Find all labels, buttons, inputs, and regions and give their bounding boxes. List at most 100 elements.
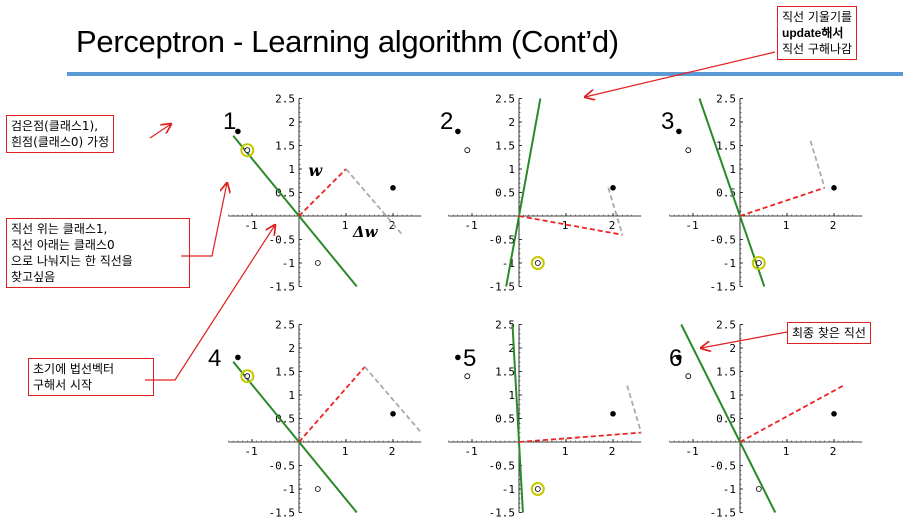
y-tick-label: -1: [723, 257, 736, 270]
weight-vector: [298, 366, 366, 443]
plot-svg: 2.521.510.5-0.5-1-1.5-1 1 2: [669, 93, 863, 294]
y-tick-label: -0.5: [489, 234, 516, 247]
weight-vector: [739, 186, 825, 217]
delta-w-label: Δw: [352, 223, 379, 241]
class1-point: [610, 411, 616, 417]
class0-point: [534, 486, 541, 492]
class1-point: [831, 185, 837, 191]
x-tick-label: 2: [830, 219, 837, 232]
class0-point: [755, 486, 762, 492]
y-tick-label: 2.5: [716, 319, 736, 332]
plot-panel-4: 4 2.5 2 1.5 1 0.5 -0.5 -1 -1.5 -1 1 2: [208, 316, 425, 526]
y-tick-label: 1.5: [495, 140, 515, 153]
y-tick-label: -1.5: [489, 507, 516, 520]
x-tick-label: -1: [244, 219, 257, 232]
y-tick-label: 2.5: [275, 93, 295, 106]
plot-svg: 2.521.510.5-0.5-1-1.5-1 1 2: [448, 93, 642, 294]
y-tick-label: -1.5: [269, 507, 296, 520]
y-tick-label: 1.5: [495, 366, 515, 379]
x-tick-label: 2: [609, 219, 616, 232]
x-tick-label: 1: [783, 445, 790, 458]
note-line: 최종 찾은 직선: [792, 326, 866, 340]
note-line: 직선 아래는 클래스0: [11, 238, 115, 252]
class1-point: [390, 411, 396, 417]
panel-number: 3: [661, 108, 675, 135]
decision-line: [680, 324, 777, 513]
plot-panel-1: 1 2.5 2 1.5 1 0.5 -0.5 -1 -1.5 -1 1 2 w Δw: [215, 90, 425, 300]
class1-point: [676, 354, 682, 361]
x-tick-label: -1: [685, 219, 698, 232]
class1-point: [455, 354, 461, 361]
note-line: 직선 기울기를: [782, 10, 853, 24]
y-tick-label: 1: [729, 389, 736, 402]
note-line: 찾고싶음: [11, 270, 56, 284]
panel-number: 6: [669, 345, 683, 372]
decision-line: [698, 98, 766, 287]
title-divider: [67, 72, 903, 76]
y-tick-label: 0.5: [275, 187, 295, 200]
y-tick-label: 2: [508, 116, 515, 129]
y-tick-label: -0.5: [269, 234, 296, 247]
y-tick-label: 0.5: [275, 413, 295, 426]
y-tick-label: -1: [282, 483, 295, 496]
class1-point: [390, 185, 396, 191]
note-line: 검은점(클래스1),: [11, 119, 99, 133]
decision-line: [232, 135, 358, 288]
y-tick-label: -0.5: [269, 460, 296, 473]
misclassified-highlight: [751, 256, 766, 270]
y-tick-label: 2.5: [275, 319, 295, 332]
y-tick-label: 2.5: [716, 93, 736, 106]
y-tick-label: 2: [288, 116, 295, 129]
note-update-slope: 직선 기울기를 update해서 직선 구해나감: [777, 6, 858, 60]
y-tick-label: 0.5: [495, 413, 515, 426]
delta-vector: [345, 168, 404, 236]
x-tick-label: -1: [464, 445, 477, 458]
plot-panel-6: 6 2.5 2 1.5 1 0.5 -0.5 -1 -1.5 -1 1 2: [656, 316, 866, 526]
note-line: 직선 구해나감: [782, 42, 853, 56]
y-tick-label: 1: [508, 163, 515, 176]
plot-panel-2: 2 2.5 2 1.5 1 0.5 -0.5 -1 -1.5 -1 1 2: [435, 90, 645, 300]
arrow-to-normal-vector: [145, 225, 275, 381]
plot-svg: 2.521.510.5-0.5-1-1.5-1 1 2: [448, 319, 643, 520]
y-tick-label: 1: [508, 389, 515, 402]
class0-point: [685, 147, 692, 154]
arrow-to-update-line: [585, 51, 776, 97]
decision-line: [232, 361, 358, 514]
class0-point: [314, 486, 321, 492]
y-tick-label: 1: [729, 163, 736, 176]
note-final-line: 최종 찾은 직선: [787, 322, 871, 344]
y-tick-label: 1.5: [275, 140, 295, 153]
note-initial-normal: 초기에 법선벡터 구해서 시작: [28, 358, 154, 396]
y-tick-label: 2.5: [495, 319, 515, 332]
x-tick-label: -1: [464, 219, 477, 232]
arrow-class-note: [149, 124, 171, 139]
weight-vector: [518, 431, 642, 443]
arrow-to-line-1: [181, 183, 227, 257]
plot-svg: 2.5 2 1.5 1 0.5 -0.5 -1 -1.5 -1 1 2 w Δw: [228, 93, 422, 294]
note-line: update해서: [782, 25, 852, 41]
y-tick-label: 1.5: [716, 366, 736, 379]
y-tick-label: 1.5: [716, 140, 736, 153]
x-tick-label: 2: [830, 445, 837, 458]
y-tick-label: -0.5: [710, 234, 737, 247]
plot-svg: 2.521.510.5-0.5-1-1.5-1 1 2: [669, 319, 863, 520]
class1-point: [235, 354, 241, 361]
y-tick-label: 1: [288, 389, 295, 402]
x-tick-label: 2: [389, 445, 396, 458]
class1-point: [610, 185, 616, 191]
x-tick-label: 1: [783, 219, 790, 232]
panel-number: 2: [440, 108, 454, 135]
y-tick-label: 0.5: [495, 187, 515, 200]
class0-point: [244, 373, 251, 380]
misclassified-highlight: [240, 369, 255, 384]
x-tick-label: 1: [562, 219, 569, 232]
y-tick-label: 2.5: [495, 93, 515, 106]
delta-vector: [364, 366, 422, 434]
misclassified-highlight: [530, 256, 545, 270]
note-line: 초기에 법선벡터: [33, 362, 115, 376]
y-tick-label: 1.5: [275, 366, 295, 379]
x-tick-label: 2: [609, 445, 616, 458]
misclassified-highlight: [240, 143, 255, 158]
y-tick-label: 1: [288, 163, 295, 176]
